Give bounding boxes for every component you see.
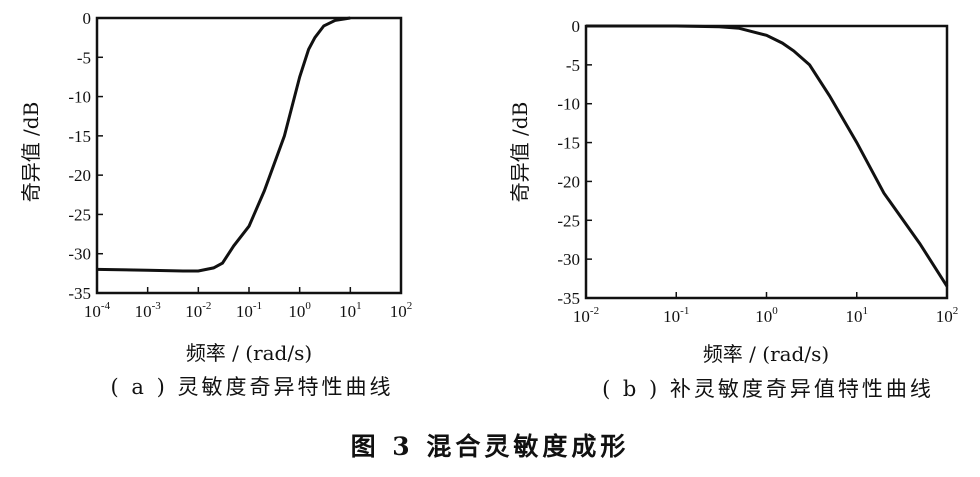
y-tick-label: -35 bbox=[557, 289, 580, 308]
series-line bbox=[586, 24, 949, 288]
x-axis-label: 频率 / (rad/s) bbox=[703, 342, 829, 366]
y-tick-label: -25 bbox=[68, 205, 91, 224]
y-tick-label: -35 bbox=[68, 284, 91, 303]
x-tick-label: 100 bbox=[288, 300, 311, 321]
x-tick-label: 10-2 bbox=[573, 305, 599, 326]
x-tick-label: 101 bbox=[339, 300, 362, 321]
y-tick-label: -5 bbox=[566, 56, 580, 75]
plot-frame bbox=[95, 16, 403, 295]
y-tick-label: -15 bbox=[68, 127, 91, 146]
y-tick-label: 0 bbox=[572, 17, 581, 36]
y-tick-label: 0 bbox=[83, 9, 92, 28]
panel-caption: ( b ) 补灵敏度奇异值特性曲线 bbox=[602, 377, 934, 401]
x-axis-label: 频率 / (rad/s) bbox=[186, 341, 312, 365]
x-tick-label: 10-4 bbox=[84, 300, 111, 321]
y-tick-label: -5 bbox=[77, 48, 91, 67]
x-tick-label: 100 bbox=[755, 305, 778, 326]
x-tick-label: 101 bbox=[846, 305, 869, 326]
x-tick-label: 102 bbox=[936, 305, 959, 326]
x-tick-label: 10-1 bbox=[663, 305, 689, 326]
y-tick-label: -30 bbox=[68, 245, 91, 264]
y-tick-label: -25 bbox=[557, 211, 580, 230]
y-tick-label: -20 bbox=[557, 172, 580, 191]
y-tick-label: -30 bbox=[557, 250, 580, 269]
x-tick-label: 102 bbox=[390, 300, 413, 321]
y-tick-label: -15 bbox=[557, 134, 580, 153]
y-axis-label: 奇异值 /dB bbox=[508, 102, 532, 203]
x-tick-label: 10-1 bbox=[236, 300, 262, 321]
y-tick-label: -20 bbox=[68, 166, 91, 185]
x-tick-label: 10-3 bbox=[135, 300, 162, 321]
plot-frame bbox=[584, 24, 949, 300]
y-tick-label: -10 bbox=[557, 95, 580, 114]
x-tick-label: 10-2 bbox=[185, 300, 211, 321]
y-axis-label: 奇异值 /dB bbox=[19, 102, 43, 203]
figure-title: 图 3 混合灵敏度成形 bbox=[351, 432, 630, 461]
y-tick-label: -10 bbox=[68, 88, 91, 107]
series-line bbox=[96, 16, 351, 273]
panel-caption: ( a ) 灵敏度奇异特性曲线 bbox=[111, 375, 394, 399]
